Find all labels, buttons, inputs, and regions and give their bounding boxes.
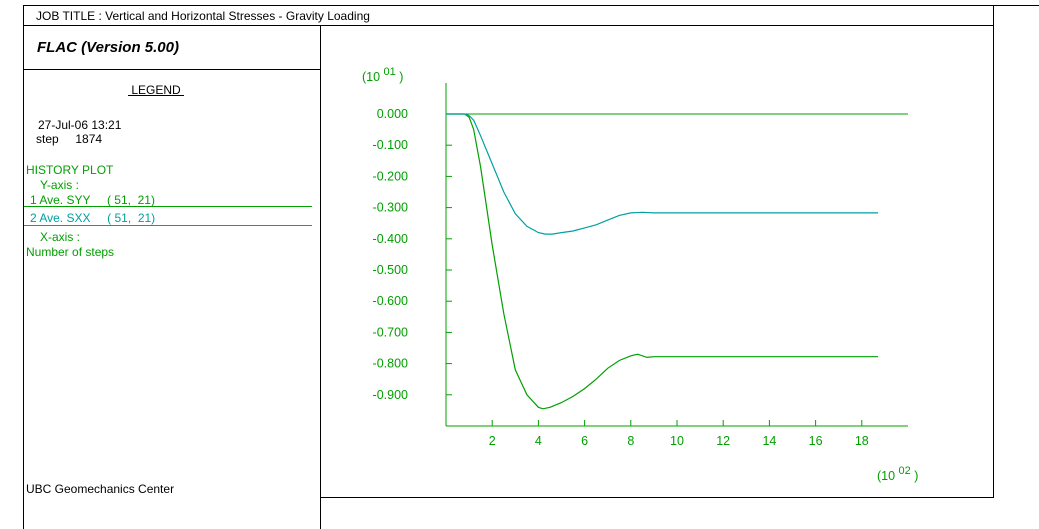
x-tick-label: 6 <box>581 434 588 448</box>
legend-series-sxx-line <box>24 225 312 226</box>
frame-left-border <box>23 5 24 529</box>
y-tick-label: -0.400 <box>373 232 408 246</box>
legend-step: step 1874 <box>36 132 103 146</box>
x-tick-label: 18 <box>855 434 869 448</box>
x-axis-multiplier: (10 02 ) <box>877 465 918 483</box>
x-tick-label: 2 <box>489 434 496 448</box>
legend-plot-divider <box>320 25 321 529</box>
y-tick-label: -0.800 <box>373 357 408 371</box>
legend-plot-type: HISTORY PLOT <box>26 163 114 177</box>
title-divider <box>23 25 994 26</box>
y-tick-label: -0.300 <box>373 201 408 215</box>
program-divider <box>23 69 321 70</box>
y-tick-label: -0.500 <box>373 263 408 277</box>
legend-series-syy-line <box>24 206 312 207</box>
frame-top-border <box>23 5 1039 6</box>
job-title: JOB TITLE : Vertical and Horizontal Stre… <box>36 9 370 23</box>
frame-right-border <box>993 5 994 498</box>
x-tick-label: 16 <box>809 434 823 448</box>
legend-date: 27-Jul-06 13:21 <box>38 118 122 132</box>
credit-text: UBC Geomechanics Center <box>26 482 175 496</box>
legend-series-syy: 1 Ave. SYY ( 51, 21) <box>30 193 155 207</box>
x-tick-label: 14 <box>762 434 776 448</box>
legend-series-sxx: 2 Ave. SXX ( 51, 21) <box>30 211 156 225</box>
program-title: FLAC (Version 5.00) <box>37 39 179 56</box>
y-tick-label: -0.200 <box>373 169 408 183</box>
legend-title: LEGEND <box>128 83 185 97</box>
series-syy-line <box>446 113 878 410</box>
y-tick-label: -0.700 <box>373 325 408 339</box>
y-tick-label: -0.100 <box>373 138 408 152</box>
series-sxx-line <box>446 113 878 235</box>
x-tick-label: 10 <box>670 434 684 448</box>
x-tick-label: 8 <box>627 434 634 448</box>
y-axis-multiplier: (10 01 ) <box>362 66 403 84</box>
legend-x-axis-name: Number of steps <box>26 245 115 259</box>
legend-x-axis-label: X-axis : <box>40 230 81 244</box>
legend-y-axis-label: Y-axis : <box>40 178 79 192</box>
y-tick-label: 0.000 <box>377 107 408 121</box>
y-tick-label: -0.900 <box>373 388 408 402</box>
frame-bottom-border <box>320 497 994 498</box>
x-tick-label: 4 <box>535 434 542 448</box>
y-tick-label: -0.600 <box>373 294 408 308</box>
x-tick-label: 12 <box>716 434 730 448</box>
